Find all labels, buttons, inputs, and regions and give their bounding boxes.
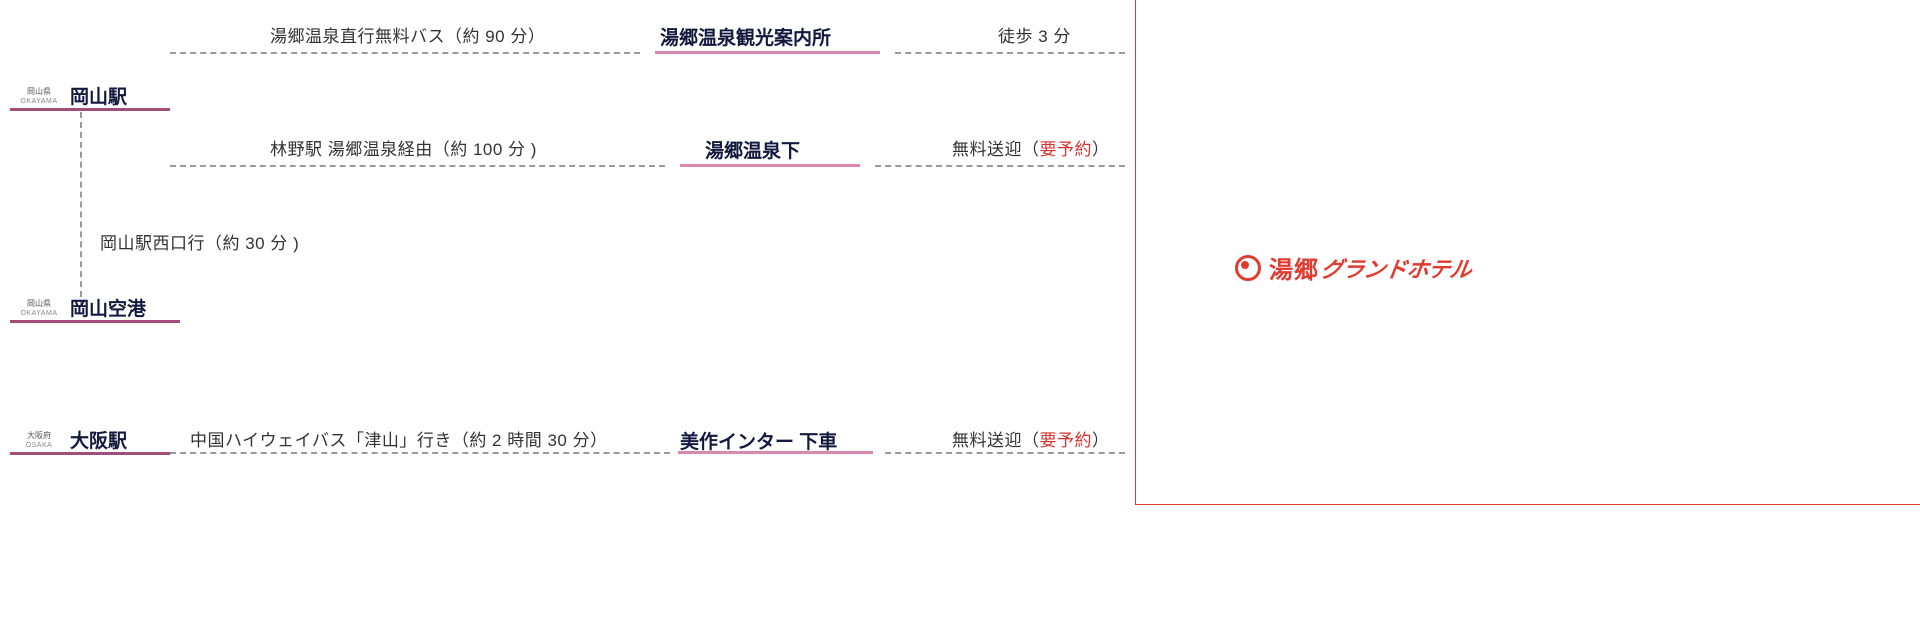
row2-seg2-b: 要予約 — [1040, 140, 1093, 159]
hotel-name-2: グランドホテル — [1319, 252, 1474, 284]
row2-seg2-a: 無料送迎（ — [952, 140, 1040, 159]
row3-dash-seg2 — [885, 452, 1125, 454]
origin-okayama-airport: 岡山空港 — [70, 294, 146, 321]
row3-seg1-text: 中国ハイウェイバス「津山」行き（約 2 時間 30 分） — [190, 426, 608, 451]
row1-seg2-text: 徒歩 3 分 — [998, 22, 1071, 47]
origin-okayama-station: 岡山駅 — [70, 82, 127, 109]
row1-waypoint: 湯郷温泉観光案内所 — [660, 23, 831, 50]
row3-waypoint-underline — [678, 451, 873, 454]
row2-dash-seg1 — [170, 165, 665, 167]
airport-link-text: 岡山駅西口行（約 30 分 ) — [100, 229, 299, 254]
row3-seg2-c: ） — [1092, 431, 1110, 450]
row2-seg2-c: ） — [1092, 140, 1110, 159]
origin-osaka-station-underline — [10, 452, 170, 455]
row1-seg1-text: 湯郷温泉直行無料バス（約 90 分） — [270, 22, 545, 47]
row2-waypoint: 湯郷温泉下 — [705, 136, 800, 163]
origin-okayama-station-underline — [10, 108, 170, 111]
pref-badge-osaka: 大阪府 OSAKA — [18, 432, 60, 449]
hotel-logo: 湯郷 グランドホテル — [1235, 250, 1472, 285]
globe-icon — [1235, 255, 1261, 281]
row2-seg1-text: 林野駅 湯郷温泉経由（約 100 分 ) — [270, 135, 537, 160]
row1-waypoint-underline — [655, 51, 880, 54]
hotel-name-1: 湯郷 — [1269, 250, 1319, 285]
origin-okayama-airport-underline — [10, 320, 180, 323]
row3-seg2-text: 無料送迎（要予約） — [952, 426, 1110, 451]
row3-seg2-a: 無料送迎（ — [952, 431, 1040, 450]
row1-dash-seg2 — [895, 52, 1125, 54]
row2-seg2-text: 無料送迎（要予約） — [952, 135, 1110, 160]
vlink-okayama-station-to-airport — [80, 112, 82, 307]
row2-waypoint-underline — [680, 164, 860, 167]
row1-dash-seg1 — [170, 52, 640, 54]
row3-seg2-b: 要予約 — [1040, 431, 1093, 450]
origin-osaka-station: 大阪駅 — [70, 426, 127, 453]
row2-dash-seg2 — [875, 165, 1125, 167]
pref-badge-okayama-2: 岡山県 OKAYAMA — [18, 300, 60, 317]
pref-badge-okayama-1: 岡山県 OKAYAMA — [18, 88, 60, 105]
row3-dash-seg1 — [170, 452, 670, 454]
row3-waypoint: 美作インター 下車 — [680, 427, 837, 454]
